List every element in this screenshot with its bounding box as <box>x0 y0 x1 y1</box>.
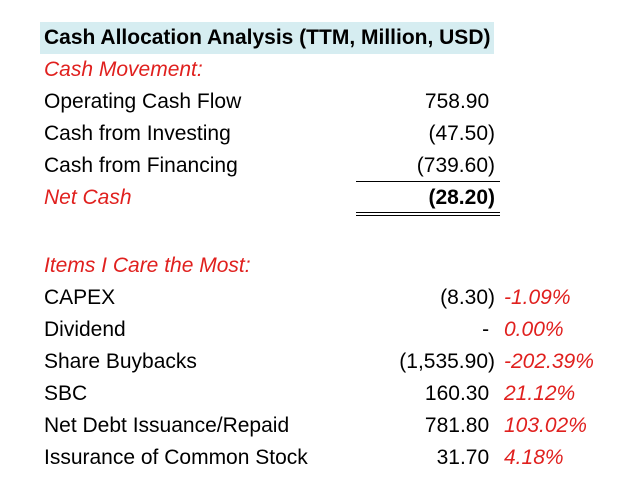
table-row: SBC 160.30 21.12% <box>0 378 621 410</box>
table-row: CAPEX (8.30) -1.09% <box>0 282 621 314</box>
cash-movement-heading-row: Cash Movement: <box>0 54 621 86</box>
row-value-cash-from-investing: (47.50) <box>428 122 495 145</box>
row-value-sbc: 160.30 <box>424 382 495 405</box>
row-value-common-stock: 31.70 <box>436 446 495 469</box>
net-cash-label: Net Cash <box>44 186 132 209</box>
row-pct-capex: -1.09% <box>504 286 571 309</box>
table-row: Operating Cash Flow 758.90 <box>0 86 621 118</box>
row-pct-net-debt: 103.02% <box>504 414 587 437</box>
total-double-rule <box>356 212 500 216</box>
items-heading-row: Items I Care the Most: <box>0 250 621 282</box>
row-label-cash-from-financing: Cash from Financing <box>44 154 238 177</box>
table-row: Cash from Investing (47.50) <box>0 118 621 150</box>
table-row: Share Buybacks (1,535.90) -202.39% <box>0 346 621 378</box>
row-value-net-debt: 781.80 <box>424 414 495 437</box>
row-pct-sbc: 21.12% <box>504 382 576 405</box>
cash-movement-heading: Cash Movement: <box>44 58 203 81</box>
row-value-dividend: - <box>482 318 495 341</box>
table-row: Dividend - 0.00% <box>0 314 621 346</box>
row-label-common-stock: Issurance of Common Stock <box>44 446 308 469</box>
row-label-capex: CAPEX <box>44 286 116 309</box>
row-value-operating-cash-flow: 758.90 <box>424 90 495 113</box>
row-label-net-debt: Net Debt Issuance/Repaid <box>44 414 290 437</box>
row-pct-share-buybacks: -202.39% <box>504 350 594 373</box>
row-label-cash-from-investing: Cash from Investing <box>44 122 231 145</box>
subtotal-rule <box>356 181 500 182</box>
table-row: Net Debt Issuance/Repaid 781.80 103.02% <box>0 410 621 442</box>
table-row: Issurance of Common Stock 31.70 4.18% <box>0 442 621 474</box>
items-heading: Items I Care the Most: <box>44 254 251 277</box>
net-cash-row: Net Cash (28.20) <box>0 182 621 214</box>
row-pct-dividend: 0.00% <box>504 318 564 341</box>
row-value-cash-from-financing: (739.60) <box>416 154 495 177</box>
row-label-sbc: SBC <box>44 382 88 405</box>
row-label-operating-cash-flow: Operating Cash Flow <box>44 90 242 113</box>
table-row: Cash from Financing (739.60) <box>0 150 621 182</box>
row-label-share-buybacks: Share Buybacks <box>44 350 197 373</box>
row-value-capex: (8.30) <box>440 286 495 309</box>
table-title: Cash Allocation Analysis (TTM, Million, … <box>40 22 495 54</box>
row-pct-common-stock: 4.18% <box>504 446 564 469</box>
net-cash-value: (28.20) <box>428 186 495 209</box>
row-label-dividend: Dividend <box>44 318 126 341</box>
row-value-share-buybacks: (1,535.90) <box>399 350 495 373</box>
